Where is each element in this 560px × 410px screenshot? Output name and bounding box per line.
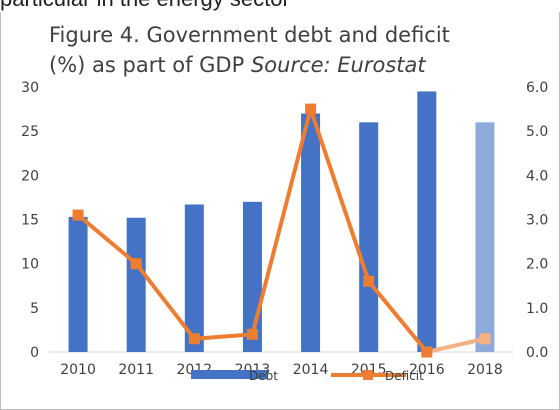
left-tick-label: 0 <box>30 345 39 361</box>
chart-title-line1: Figure 4. Government debt and deficit <box>49 23 450 47</box>
right-tick-label: 6.0 <box>526 80 548 96</box>
right-axis: 0.0 1.0 2.0 3.0 4.0 5.0 6.0 <box>526 80 548 361</box>
chart-title-line2-main: (%) as part of GDP <box>49 53 251 77</box>
left-tick-label: 20 <box>21 168 39 184</box>
left-tick-label: 25 <box>21 124 39 140</box>
left-axis: 0 5 10 15 20 25 30 <box>21 80 39 361</box>
legend-label-debt: Debt <box>249 369 278 383</box>
chart-title-line2: (%) as part of GDP Source: Eurostat <box>49 53 426 77</box>
legend: Debt Deficit <box>191 369 424 383</box>
x-tick-label: 2011 <box>118 362 154 378</box>
right-tick-label: 1.0 <box>526 301 548 317</box>
deficit-projected-segment <box>426 336 486 354</box>
x-tick-label: 2014 <box>293 362 329 378</box>
legend-marker-deficit <box>363 370 373 380</box>
deficit-marker <box>479 333 491 345</box>
header-fragment: particular in the energy sector <box>0 0 290 12</box>
debt-bar <box>184 204 204 352</box>
deficit-marker <box>130 258 142 270</box>
left-tick-label: 30 <box>21 80 39 96</box>
legend-label-deficit: Deficit <box>385 369 424 383</box>
right-tick-label: 4.0 <box>526 168 548 184</box>
deficit-marker <box>72 209 84 221</box>
x-tick-label: 2018 <box>467 362 503 378</box>
cropped-header-text: particular in the energy sector <box>0 0 560 14</box>
x-tick-label: 2010 <box>60 362 96 378</box>
right-tick-label: 5.0 <box>526 124 548 140</box>
right-tick-label: 3.0 <box>526 213 548 229</box>
deficit-marker <box>363 275 375 287</box>
debt-bar <box>359 122 379 352</box>
legend-swatch-debt <box>191 370 267 379</box>
left-tick-label: 5 <box>30 301 39 317</box>
right-tick-label: 0.0 <box>526 345 548 361</box>
right-tick-label: 2.0 <box>526 257 548 273</box>
debt-bars <box>68 91 495 353</box>
debt-bar <box>417 91 437 353</box>
debt-bar <box>68 216 88 352</box>
left-tick-label: 15 <box>21 213 39 229</box>
deficit-marker <box>246 328 258 340</box>
chart: Figure 4. Government debt and deficit (%… <box>21 23 548 383</box>
debt-bar <box>475 122 495 352</box>
chart-panel: Figure 4. Government debt and deficit (%… <box>0 12 560 410</box>
left-tick-label: 10 <box>21 257 39 273</box>
chart-title-source: Source: Eurostat <box>251 53 426 77</box>
deficit-marker <box>188 333 200 345</box>
deficit-marker <box>305 103 317 115</box>
x-axis: 20102011201220132014201520162018 <box>60 362 503 378</box>
debt-bar <box>126 217 146 352</box>
debt-bar <box>301 113 321 352</box>
deficit-marker <box>421 346 433 358</box>
deficit-markers <box>72 103 491 358</box>
x-tick-label: 2016 <box>409 362 445 378</box>
